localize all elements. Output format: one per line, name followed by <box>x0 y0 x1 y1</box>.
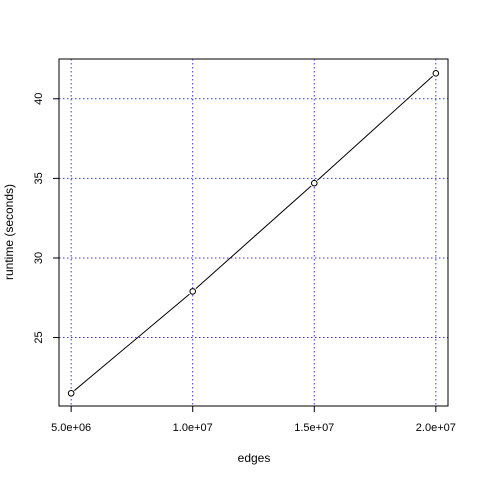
label-layer: 5.0e+06 1.0e+07 1.5e+07 2.0e+07 25 30 35 40 <box>33 93 456 434</box>
plot-frame <box>58 58 449 407</box>
x-tick-label: 1.5e+07 <box>294 422 334 434</box>
x-axis-label: edges <box>238 451 271 465</box>
y-tick-label: 25 <box>33 331 45 343</box>
data-point <box>310 179 318 187</box>
series-line-segment <box>195 185 312 289</box>
y-axis-label: runtime (seconds) <box>2 184 16 280</box>
series-line-segment <box>317 75 434 181</box>
y-tick-label: 40 <box>33 93 45 105</box>
data-point <box>189 288 197 295</box>
x-tick-label: 5.0e+06 <box>51 422 91 434</box>
data-point <box>67 389 75 397</box>
axis-layer <box>53 58 449 412</box>
data-point <box>432 70 440 77</box>
series-layer <box>67 70 440 397</box>
x-tick-label: 1.0e+07 <box>173 422 213 434</box>
y-tick-label: 30 <box>33 252 45 264</box>
series-line-segment <box>74 293 190 391</box>
grid-layer <box>59 59 448 406</box>
y-tick-label: 35 <box>33 172 45 184</box>
x-tick-label: 2.0e+07 <box>416 422 456 434</box>
